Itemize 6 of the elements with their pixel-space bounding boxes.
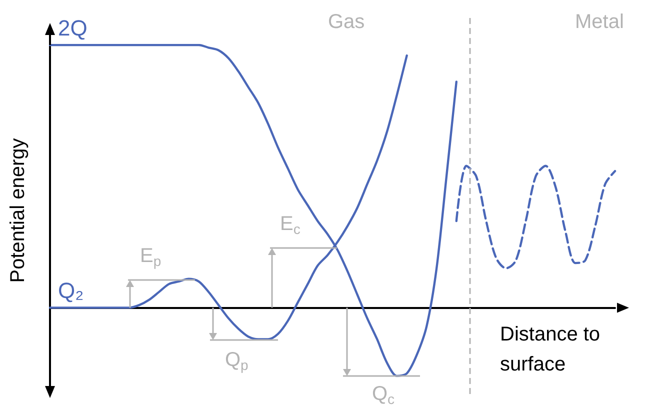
text: Metal — [575, 11, 624, 33]
text: Gas — [328, 11, 365, 33]
series-label: Q₂ — [58, 278, 84, 304]
y-axis-title: Potential energy — [7, 138, 29, 283]
x-axis-title: Distance to surface — [500, 324, 606, 376]
series-label: 2Q — [58, 16, 88, 40]
